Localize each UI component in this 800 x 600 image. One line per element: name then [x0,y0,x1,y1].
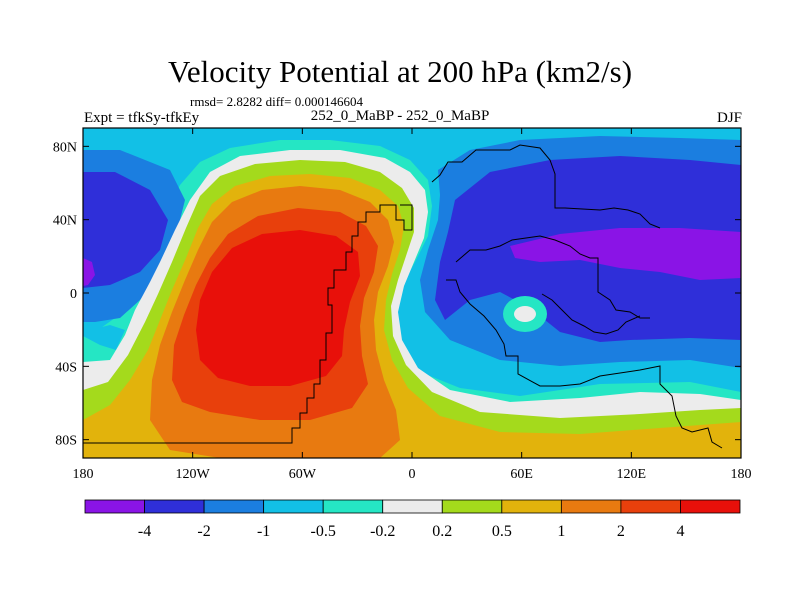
chart-title: Velocity Potential at 200 hPa (km2/s) [167,54,633,89]
colorbar-label: -0.5 [311,523,336,540]
y-tick-label: 0 [70,287,77,302]
colorbar: -4 -2 -1 -0.5 -0.2 0.2 0.5 1 2 4 [84,499,741,540]
colorbar-label: 4 [676,523,684,540]
y-tick-label: 80S [55,434,77,449]
colorbar-label: 2 [617,523,625,540]
y-tick-label: 40S [55,360,77,375]
colorbar-swatch-7 [501,499,562,514]
x-tick-label: 60E [510,467,533,482]
field-local-max-inner [514,306,536,322]
stats-label: rmsd= 2.8282 diff= 0.000146604 [190,94,363,109]
colorbar-swatch-2 [203,499,265,514]
land-outline-central [455,235,650,319]
land-outline-south [446,279,723,449]
colorbar-swatch-4 [322,499,384,514]
colorbar-swatch-0 [84,499,145,514]
colorbar-label: -0.2 [370,523,395,540]
y-tick-label: 40N [53,214,77,229]
y-tick-label: 80N [53,140,77,155]
experiment-label: Expt = tfkSy-tfkEy [84,110,200,126]
x-tick-label: 120W [176,467,211,482]
colorbar-label: -4 [138,523,151,540]
x-tick-label: 180 [73,467,94,482]
x-tick-label: 180 [731,467,752,482]
x-tick-label: 60W [289,467,317,482]
x-tick-label: 120E [617,467,647,482]
colorbar-swatch-8 [560,499,622,514]
field-band-cyan-west [83,325,125,350]
colorbar-swatch-1 [144,499,205,514]
contour-field [83,128,741,458]
land-outline-north [431,144,661,229]
case-label: 252_0_MaBP - 252_0_MaBP [310,108,490,124]
colorbar-label: -2 [197,523,210,540]
season-label: DJF [716,110,742,126]
colorbar-label: 0.2 [432,523,452,540]
x-tick-label: 0 [409,467,416,482]
land-outline-pangea-west [83,204,413,444]
colorbar-swatch-10 [680,499,741,514]
field-band-purple-west [83,258,95,286]
colorbar-label: 1 [557,523,565,540]
y-axis: 80N 40N 0 40S 80S [53,140,741,449]
field-band-purple-east [510,228,741,280]
colorbar-swatch-5 [382,499,443,514]
colorbar-swatch-9 [620,499,681,514]
colorbar-label: -1 [257,523,270,540]
colorbar-swatch-6 [441,499,503,514]
field-band-darkblue-west [83,172,168,288]
land-outline-east [541,293,641,335]
colorbar-label: 0.5 [492,523,512,540]
field-band-red [196,230,360,386]
colorbar-swatch-3 [263,499,324,514]
x-axis: 180 120W 60W 0 60E 120E 180 [73,128,752,482]
